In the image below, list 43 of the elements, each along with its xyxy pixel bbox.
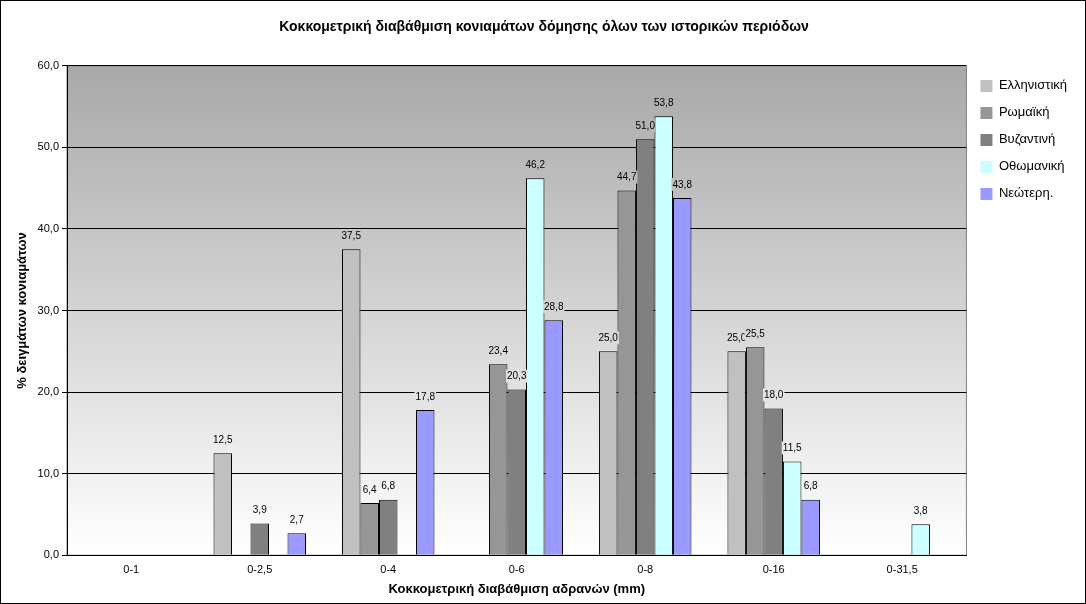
x-tick-label: 0-2,5: [247, 562, 273, 575]
data-label: 37,5: [341, 230, 362, 242]
y-tick-label: 50,0: [37, 140, 60, 153]
data-label: 3,8: [913, 504, 929, 516]
x-tick-label: 0-1: [123, 562, 140, 575]
data-label: 11,5: [782, 442, 802, 454]
data-label: 6,4: [362, 483, 378, 495]
x-axis-title: Κοκκομετρική διαβάθμιση αδρανών (mm): [388, 580, 646, 596]
legend-label: Ελληνιστική: [998, 77, 1068, 93]
data-label: 6,8: [803, 480, 819, 492]
legend-label: Οθωμανική: [998, 158, 1065, 174]
x-tick-label: 0-6: [508, 562, 525, 575]
data-label: 46,2: [525, 159, 546, 171]
data-label: 17,8: [415, 390, 436, 402]
x-tick-label: 0-16: [762, 562, 785, 575]
data-label: 28,8: [543, 301, 564, 313]
data-label: 12,5: [213, 433, 233, 445]
y-tick-label: 40,0: [37, 221, 60, 234]
y-tick-label: 60,0: [37, 58, 60, 71]
data-label: 44,7: [616, 171, 637, 183]
data-label: 3,9: [252, 504, 268, 516]
data-label: 2,7: [289, 513, 305, 525]
data-label: 23,4: [488, 345, 509, 357]
y-tick-label: 30,0: [37, 303, 60, 316]
legend-label: Βυζαντινή: [998, 131, 1056, 147]
x-tick-label: 0-31,5: [886, 562, 918, 575]
legend-label: Ρωμαϊκή: [998, 104, 1050, 120]
y-tick-label: 10,0: [37, 466, 60, 479]
x-tick-label: 0-8: [637, 562, 654, 575]
data-label: 18,0: [763, 389, 784, 401]
data-label: 20,3: [506, 370, 527, 382]
chart-title: Κοκκομετρική διαβάθμιση κονιαμάτων δόμησης όλων των ιστορικών περιόδων: [279, 18, 809, 35]
data-label: 25,5: [745, 327, 766, 339]
legend-label: Νεώτερη.: [998, 185, 1054, 201]
y-axis-title: % δειγμάτων κονιαμάτων: [14, 232, 30, 389]
data-label: 25,0: [598, 332, 619, 344]
data-label: 6,8: [381, 480, 396, 492]
y-tick-label: 20,0: [37, 385, 60, 398]
data-label: 43,8: [672, 178, 693, 190]
data-label: 53,8: [653, 97, 674, 109]
data-label: 51,0: [635, 119, 656, 131]
x-tick-label: 0-4: [380, 562, 397, 575]
y-tick-label: 0,0: [43, 548, 60, 561]
